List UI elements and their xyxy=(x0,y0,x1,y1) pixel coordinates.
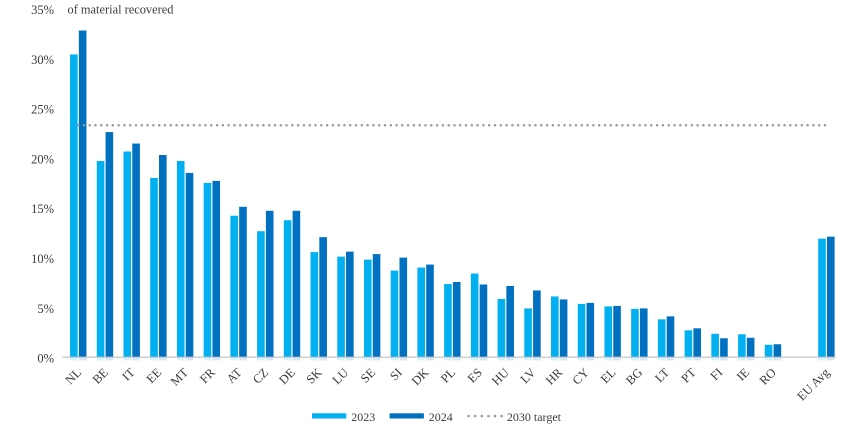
svg-text:5%: 5% xyxy=(37,302,54,316)
svg-text:15%: 15% xyxy=(31,202,54,216)
svg-text:30%: 30% xyxy=(31,53,54,67)
svg-text:35%: 35% xyxy=(31,3,54,17)
svg-text:10%: 10% xyxy=(31,252,54,266)
svg-text:0%: 0% xyxy=(37,352,54,366)
svg-text:2030 target: 2030 target xyxy=(507,410,562,424)
svg-text:2023: 2023 xyxy=(351,410,375,424)
svg-text:20%: 20% xyxy=(31,152,54,166)
svg-text:25%: 25% xyxy=(31,103,54,117)
svg-text:of material recovered: of material recovered xyxy=(68,3,175,17)
svg-text:2024: 2024 xyxy=(429,410,453,424)
